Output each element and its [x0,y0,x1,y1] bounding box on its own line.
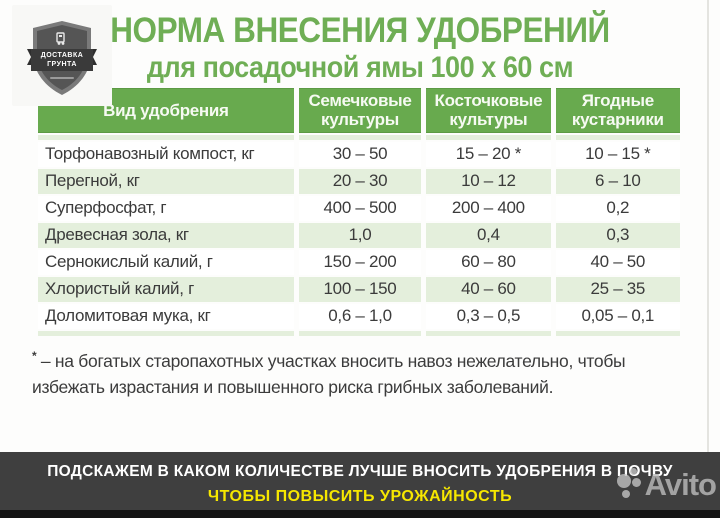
cell-value: 10 – 15 * [555,141,680,167]
table-spacer-bottom [38,330,680,336]
cell-value: 1,0 [298,222,422,248]
cell-value: 0,05 – 0,1 [555,303,680,329]
logo-line2: ГРУНТА [47,61,77,68]
cell-value: 15 – 20 * [426,141,551,167]
table-row: Перегной, кг 20 – 30 10 – 12 6 – 10 [38,168,680,194]
cell-value: 100 – 150 [298,276,422,302]
avito-wordmark: Avito [644,467,717,502]
bottom-black-strip [0,510,720,518]
cell-value: 10 – 12 [426,168,551,194]
fertilizer-table: Вид удобрения Семечковые культуры Косточ… [33,86,685,338]
photo-edge-line [707,0,709,452]
banner-line2: ЧТОБЫ ПОВЫСИТЬ УРОЖАЙНОСТЬ [207,488,513,505]
table-header-row: Вид удобрения Семечковые культуры Косточ… [38,87,680,133]
row-label: Перегной, кг [38,168,294,194]
row-label: Суперфосфат, г [38,195,294,221]
shield-logo: ДОСТАВКА ГРУНТА [23,15,101,105]
shield-icon [27,21,97,95]
table-row: Торфонавозный компост, кг 30 – 50 15 – 2… [38,141,680,167]
table-row: Доломитовая мука, кг 0,6 – 1,0 0,3 – 0,5… [38,303,680,329]
cell-value: 20 – 30 [298,168,422,194]
row-label: Торфонавозный компост, кг [38,141,294,167]
avito-watermark: Avito [616,466,717,502]
banner-line1: ПОДСКАЖЕМ В КАКОМ КОЛИЧЕСТВЕ ЛУЧШЕ ВНОСИ… [47,463,673,480]
cell-value: 0,3 [555,222,680,248]
cell-value: 60 – 80 [426,249,551,275]
header-block: НОРМА ВНЕСЕНИЯ УДОБРЕНИЙ для посадочной … [0,0,720,84]
cell-value: 0,2 [555,195,680,221]
table-row: Суперфосфат, г 400 – 500 200 – 400 0,2 [38,195,680,221]
logo-line1: ДОСТАВКА [40,52,84,59]
cell-value: 30 – 50 [298,141,422,167]
delivery-logo-card: ДОСТАВКА ГРУНТА [12,5,112,106]
cell-value: 25 – 35 [555,276,680,302]
table-spacer-top [38,134,680,140]
cell-value: 400 – 500 [298,195,422,221]
cell-value: 40 – 50 [555,249,680,275]
truck-icon [56,32,65,45]
cell-value: 150 – 200 [298,249,422,275]
cell-value: 0,6 – 1,0 [298,303,422,329]
row-label: Древесная зола, кг [38,222,294,248]
footnote-text: – на богатых старопахотных участках внос… [32,350,626,397]
col-header-pome-crops: Семечковые культуры [298,87,422,133]
row-label: Доломитовая мука, кг [38,303,294,329]
page-subtitle: для посадочной ямы 100 х 60 см [146,50,574,84]
footnote: * – на богатых старопахотных участках вн… [32,347,692,400]
cell-value: 0,3 – 0,5 [426,303,551,329]
col-header-stone-crops: Косточковые культуры [426,87,551,133]
footnote-asterisk: * [32,348,37,363]
table-row: Древесная зола, кг 1,0 0,4 0,3 [38,222,680,248]
row-label: Сернокислый калий, г [38,249,294,275]
table-row: Сернокислый калий, г 150 – 200 60 – 80 4… [38,249,680,275]
cell-value: 0,4 [426,222,551,248]
page-title: НОРМА ВНЕСЕНИЯ УДОБРЕНИЙ [110,11,610,50]
table-row: Хлористый калий, г 100 – 150 40 – 60 25 … [38,276,680,302]
cell-value: 40 – 60 [426,276,551,302]
cell-value: 6 – 10 [555,168,680,194]
avito-dots-icon [616,466,643,500]
col-header-berry-shrubs: Ягодные кустарники [555,87,680,133]
cell-value: 200 – 400 [426,195,551,221]
row-label: Хлористый калий, г [38,276,294,302]
promo-banner: ПОДСКАЖЕМ В КАКОМ КОЛИЧЕСТВЕ ЛУЧШЕ ВНОСИ… [0,452,720,510]
